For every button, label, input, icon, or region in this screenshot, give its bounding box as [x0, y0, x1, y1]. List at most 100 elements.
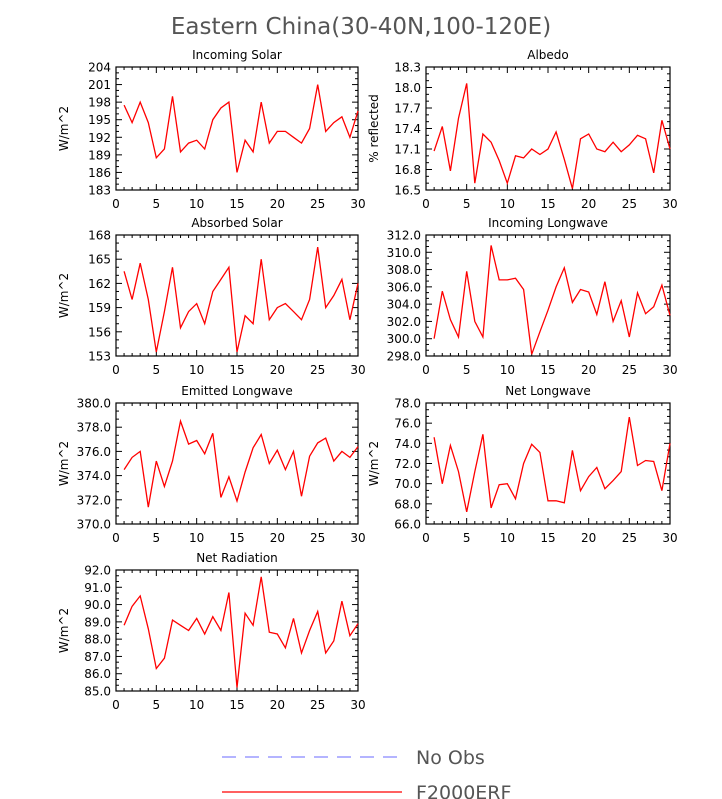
x-tick-label: 5	[153, 363, 161, 377]
x-tick-label: 10	[189, 698, 204, 712]
legend-item-no-obs: No Obs	[222, 747, 485, 769]
y-tick-label: 302.0	[387, 315, 421, 329]
panel-net-radiation: 0 5 10 15 20 25 30 85.0 86.0 87.0 88.0 89.0 90.0 91.0…	[57, 551, 366, 712]
y-tick-label: 89.0	[84, 615, 111, 629]
x-tick-label: 30	[350, 363, 365, 377]
panel-incoming-longwave: 0 5 10 15 20 25 30 298.0 300.0 302.0 304.0 306.0 308…	[387, 216, 678, 377]
y-axis-label: W/m^2	[57, 273, 71, 318]
series-line-f2000erf	[433, 83, 671, 189]
x-tick-label: 30	[350, 698, 365, 712]
y-tick-label: 183	[88, 184, 111, 198]
y-tick-label: 298.0	[387, 350, 421, 364]
x-tick-label: 20	[270, 197, 285, 211]
y-tick-label: 74.0	[394, 437, 421, 451]
panel-title: Absorbed Solar	[191, 216, 282, 230]
x-tick-label: 5	[153, 531, 161, 545]
plot-frame	[115, 402, 359, 525]
y-tick-label: 312.0	[387, 229, 421, 243]
x-tick-label: 10	[500, 531, 515, 545]
x-tick-label: 25	[310, 197, 325, 211]
y-tick-label: 85.0	[84, 685, 111, 699]
y-tick-label: 68.0	[394, 497, 421, 511]
x-tick-label: 20	[581, 531, 596, 545]
y-tick-label: 87.0	[84, 650, 111, 664]
x-tick-label: 15	[540, 197, 555, 211]
y-tick-label: 376.0	[77, 445, 111, 459]
panel-title: Net Radiation	[196, 551, 278, 565]
x-tick-label: 15	[229, 197, 244, 211]
y-tick-label: 92.0	[84, 564, 111, 578]
x-tick-label: 5	[463, 197, 471, 211]
y-tick-label: 88.0	[84, 633, 111, 647]
x-tick-label: 30	[662, 197, 677, 211]
series-line-f2000erf	[433, 245, 671, 355]
x-tick-label: 10	[189, 363, 204, 377]
y-axis-label: W/m^2	[57, 106, 71, 151]
x-tick-label: 30	[662, 363, 677, 377]
y-tick-label: 90.0	[84, 598, 111, 612]
y-tick-label: 18.0	[394, 81, 421, 95]
y-tick-label: 195	[88, 113, 111, 127]
series-line-f2000erf	[123, 418, 359, 508]
x-tick-label: 15	[540, 363, 555, 377]
y-tick-label: 372.0	[77, 493, 111, 507]
x-tick-label: 0	[422, 363, 430, 377]
x-tick-label: 0	[112, 531, 120, 545]
panel-title: Emitted Longwave	[181, 384, 293, 398]
y-tick-label: 192	[88, 131, 111, 145]
panel-title: Albedo	[527, 48, 569, 62]
series-line-f2000erf	[123, 247, 359, 353]
x-tick-label: 0	[112, 698, 120, 712]
figure-title: Eastern China(30-40N,100-120E)	[171, 14, 551, 40]
y-tick-label: 72.0	[394, 457, 421, 471]
y-tick-label: 374.0	[77, 469, 111, 483]
x-tick-label: 0	[422, 531, 430, 545]
legend-item-f2000erf: F2000ERF	[222, 782, 511, 799]
plot-frame	[425, 402, 671, 525]
x-tick-label: 25	[622, 531, 637, 545]
y-tick-label: 18.3	[394, 61, 421, 75]
x-tick-label: 10	[500, 363, 515, 377]
y-tick-label: 156	[88, 325, 111, 339]
plot-frame	[425, 66, 671, 191]
x-tick-label: 25	[622, 363, 637, 377]
panel-title: Incoming Solar	[192, 48, 282, 62]
y-tick-label: 16.8	[394, 163, 421, 177]
y-tick-label: 17.4	[394, 122, 421, 136]
y-tick-label: 370.0	[77, 518, 111, 532]
series-line-f2000erf	[123, 576, 359, 688]
x-tick-label: 25	[310, 363, 325, 377]
x-tick-label: 10	[189, 197, 204, 211]
series-line-f2000erf	[123, 84, 359, 173]
x-tick-label: 25	[622, 197, 637, 211]
y-axis-label: W/m^2	[57, 608, 71, 653]
y-tick-label: 306.0	[387, 280, 421, 294]
x-tick-label: 15	[229, 363, 244, 377]
y-tick-label: 162	[88, 277, 111, 291]
x-tick-label: 10	[189, 531, 204, 545]
y-tick-label: 300.0	[387, 332, 421, 346]
legend-label-f2000erf: F2000ERF	[416, 782, 511, 799]
y-tick-label: 78.0	[394, 397, 421, 411]
panel-albedo: 0 5 10 15 20 25 30 16.5 16.8 17.1 17.4 17.7 18.0 18.3…	[367, 48, 678, 211]
y-tick-label: 201	[88, 78, 111, 92]
panel-title: Net Longwave	[505, 384, 591, 398]
x-tick-label: 20	[270, 363, 285, 377]
y-tick-label: 380.0	[77, 397, 111, 411]
x-tick-label: 20	[581, 363, 596, 377]
panels: 0 5 10 15 20 25 30 183 186 189 192 195 198 201 204 Inco…	[57, 48, 678, 712]
y-tick-label: 17.7	[394, 102, 421, 116]
y-tick-label: 308.0	[387, 263, 421, 277]
y-tick-label: 66.0	[394, 518, 421, 532]
y-tick-label: 16.5	[394, 184, 421, 198]
panel-emitted-longwave: 0 5 10 15 20 25 30 370.0 372.0 374.0 376.0 378.0 380…	[57, 384, 366, 545]
x-tick-label: 20	[581, 197, 596, 211]
x-tick-label: 15	[540, 531, 555, 545]
panel-title: Incoming Longwave	[488, 216, 608, 230]
y-tick-label: 378.0	[77, 421, 111, 435]
x-tick-label: 5	[153, 197, 161, 211]
plot-frame	[425, 234, 671, 357]
x-tick-label: 20	[270, 531, 285, 545]
x-tick-label: 30	[662, 531, 677, 545]
x-tick-label: 5	[153, 698, 161, 712]
